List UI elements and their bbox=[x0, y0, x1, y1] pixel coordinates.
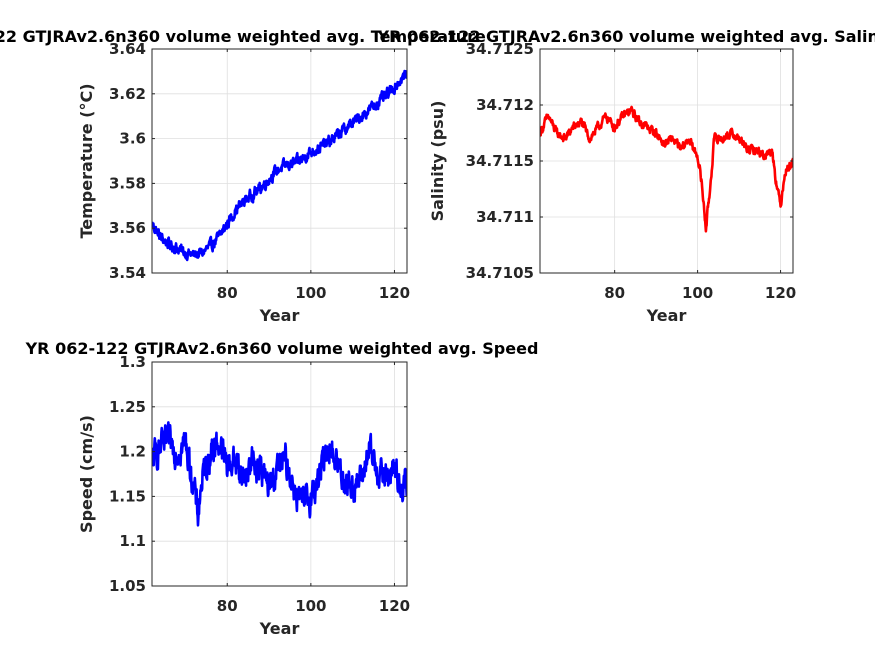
y-tick-label: 34.7115 bbox=[466, 152, 534, 170]
y-tick-label: 34.711 bbox=[476, 208, 534, 226]
x-tick-label: 80 bbox=[604, 284, 625, 302]
y-tick-label: 34.712 bbox=[476, 96, 534, 114]
y-tick-label: 34.7125 bbox=[466, 40, 534, 58]
x-tick-label: 120 bbox=[379, 597, 410, 615]
chart-title: YR 062-122 GTJRAv2.6n360 volume weighted… bbox=[377, 27, 875, 46]
series-line-1 bbox=[540, 105, 793, 233]
y-tick-label: 1.3 bbox=[119, 353, 146, 371]
chart-panel-2: 80 100 120 34.7105 34.711 34.7115 34.712 34.712… bbox=[377, 27, 875, 325]
chart-panel-1: 80 100 120 3.54 3.56 3.58 3.6 3.62 3.64 Year Tempe… bbox=[0, 27, 486, 325]
y-tick-label: 1.05 bbox=[109, 577, 146, 595]
series-line-1 bbox=[152, 421, 407, 527]
x-axis-label: Year bbox=[646, 306, 687, 325]
y-tick-label: 1.1 bbox=[119, 532, 146, 550]
x-tick-label: 100 bbox=[295, 284, 326, 302]
axes-frame bbox=[151, 48, 408, 274]
y-tick-label: 3.54 bbox=[109, 264, 146, 282]
chart-title: YR 062-122 GTJRAv2.6n360 volume weighted… bbox=[0, 27, 486, 46]
x-axis-label: Year bbox=[259, 619, 300, 638]
y-tick-label: 1.15 bbox=[109, 487, 146, 505]
x-tick-label: 80 bbox=[217, 284, 238, 302]
x-tick-label: 120 bbox=[379, 284, 410, 302]
y-tick-label: 34.7105 bbox=[466, 264, 534, 282]
y-axis-label: Salinity (psu) bbox=[428, 101, 447, 222]
series-line-1 bbox=[152, 69, 407, 262]
y-tick-label: 1.2 bbox=[119, 443, 146, 461]
y-tick-label: 1.25 bbox=[109, 398, 146, 416]
x-tick-label: 100 bbox=[682, 284, 713, 302]
y-axis-label: Speed (cm/s) bbox=[77, 415, 96, 533]
y-tick-label: 3.58 bbox=[109, 174, 146, 192]
y-tick-label: 3.62 bbox=[109, 85, 146, 103]
x-tick-label: 120 bbox=[765, 284, 796, 302]
x-tick-label: 100 bbox=[295, 597, 326, 615]
y-tick-label: 3.64 bbox=[109, 40, 146, 58]
chart-title: YR 062-122 GTJRAv2.6n360 volume weighted… bbox=[25, 339, 539, 358]
y-axis-label: Temperature (°C) bbox=[77, 83, 96, 238]
x-axis-label: Year bbox=[259, 306, 300, 325]
chart-panel-3: 80 100 120 1.05 1.1 1.15 1.2 1.25 1.3 Year Speed (… bbox=[25, 339, 539, 638]
axes-frame bbox=[151, 361, 408, 587]
y-tick-label: 3.6 bbox=[119, 130, 146, 148]
x-tick-label: 80 bbox=[217, 597, 238, 615]
y-tick-label: 3.56 bbox=[109, 219, 146, 237]
